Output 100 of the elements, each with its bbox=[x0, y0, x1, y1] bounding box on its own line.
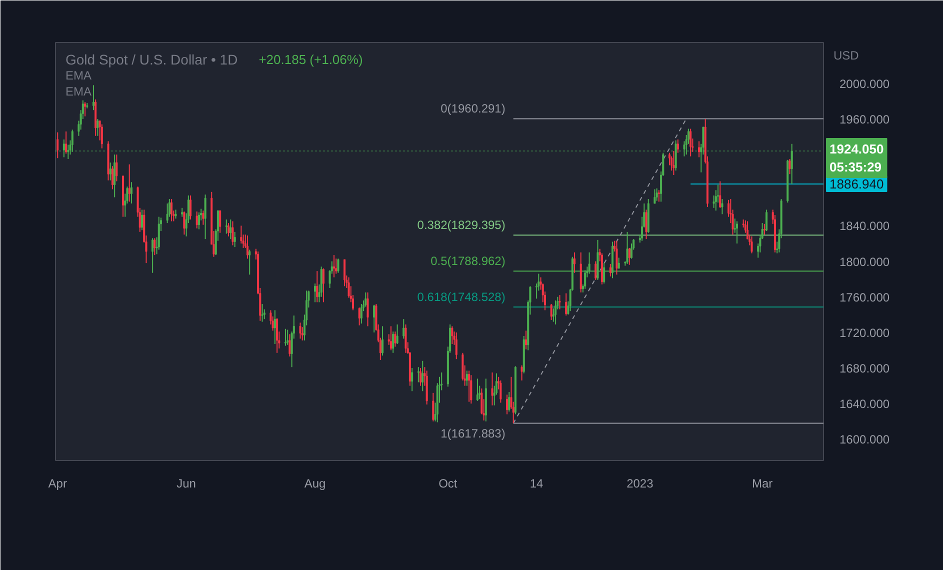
x-tick-label: 2023 bbox=[626, 476, 654, 490]
candlestick bbox=[246, 234, 249, 260]
x-tick-label: Aug bbox=[304, 476, 326, 490]
candlestick bbox=[335, 258, 338, 274]
candlestick bbox=[240, 225, 242, 244]
candlestick bbox=[656, 188, 658, 202]
candlestick bbox=[276, 318, 278, 354]
candlestick bbox=[491, 372, 494, 406]
candlestick bbox=[366, 292, 369, 327]
candlestick bbox=[158, 216, 160, 250]
text: +20.185 (+1.06%) bbox=[258, 52, 363, 67]
candlestick bbox=[394, 331, 396, 348]
x-tick-label: 14 bbox=[530, 476, 544, 490]
candlestick bbox=[96, 118, 99, 136]
series-label: 1886.940 bbox=[830, 176, 884, 192]
x-tick-label: Oct bbox=[438, 476, 458, 490]
candlestick bbox=[476, 378, 478, 402]
annotation: 0.618(1748.528) bbox=[417, 290, 506, 304]
candlestick bbox=[261, 303, 264, 322]
candlestick bbox=[116, 154, 118, 182]
candlestick bbox=[788, 158, 791, 175]
candlestick bbox=[65, 130, 68, 154]
candlestick bbox=[373, 304, 376, 333]
candlestick bbox=[288, 334, 291, 357]
candlestick bbox=[790, 143, 793, 184]
candlestick bbox=[654, 188, 656, 204]
candlestick bbox=[594, 260, 597, 280]
candlestick bbox=[284, 328, 286, 346]
candlestick bbox=[392, 331, 394, 354]
y-tick-label: 1600.000 bbox=[840, 432, 890, 447]
candlestick bbox=[466, 370, 468, 386]
candlestick bbox=[152, 238, 154, 274]
y-axis-title: USD bbox=[834, 48, 860, 62]
candlestick bbox=[183, 210, 186, 236]
candlestick bbox=[524, 330, 528, 350]
x-tick-label: Jun bbox=[176, 476, 196, 490]
candlestick bbox=[232, 220, 234, 246]
candlestick bbox=[92, 84, 94, 111]
candlestick bbox=[228, 222, 230, 237]
candlestick bbox=[645, 209, 648, 240]
candlestick bbox=[114, 154, 116, 198]
y-tick-label: 1800.000 bbox=[840, 254, 890, 269]
candlestick bbox=[322, 268, 324, 303]
y-tick-label: 1640.000 bbox=[840, 397, 890, 412]
candlestick bbox=[196, 210, 198, 229]
candlestick bbox=[628, 247, 630, 266]
y-tick-label: 1680.000 bbox=[840, 362, 890, 376]
candlestick bbox=[658, 190, 660, 202]
candlestick bbox=[170, 198, 173, 222]
candlestick bbox=[402, 318, 405, 340]
candlestick bbox=[565, 292, 568, 316]
candlestick bbox=[128, 164, 130, 202]
annotation: 1(1617.883) bbox=[440, 426, 506, 440]
candlestick bbox=[719, 180, 722, 208]
candlestick bbox=[382, 326, 384, 356]
candlestick bbox=[763, 223, 766, 236]
candlestick bbox=[676, 138, 679, 154]
candlestick bbox=[390, 326, 392, 351]
y-tick-label: 1760.000 bbox=[840, 290, 890, 304]
candlestick bbox=[630, 242, 633, 260]
annotation: 0(1960.291) bbox=[440, 102, 506, 116]
candlestick bbox=[109, 162, 112, 181]
annotation: 0.5(1788.962) bbox=[430, 254, 506, 268]
y-tick-label: 1840.000 bbox=[840, 219, 890, 234]
candlestick bbox=[422, 360, 424, 392]
candlestick bbox=[230, 218, 232, 240]
candlestick bbox=[506, 394, 508, 415]
candlestick bbox=[337, 258, 340, 274]
candlestick bbox=[468, 370, 470, 402]
candlestick bbox=[690, 128, 692, 157]
candlestick bbox=[299, 322, 302, 340]
candlestick bbox=[344, 259, 346, 287]
candlestick bbox=[274, 310, 276, 344]
candlestick bbox=[332, 254, 336, 278]
annotation: EMA bbox=[66, 84, 92, 98]
annotation: 0.382(1829.395) bbox=[417, 218, 506, 232]
x-tick-label: Mar bbox=[752, 476, 773, 490]
candlestick bbox=[364, 292, 367, 308]
candlestick bbox=[721, 198, 724, 215]
candlestick bbox=[432, 392, 434, 422]
candlestick bbox=[558, 294, 561, 310]
candlestick bbox=[626, 231, 628, 264]
candlestick bbox=[420, 368, 422, 386]
candlestick bbox=[219, 210, 222, 234]
candlestick bbox=[140, 209, 144, 231]
candlestick bbox=[154, 238, 156, 256]
candlestick bbox=[411, 368, 414, 392]
candlestick bbox=[360, 303, 362, 324]
annotation: EMA bbox=[66, 68, 92, 82]
candlestick bbox=[204, 194, 206, 240]
candlestick bbox=[314, 283, 316, 303]
candlestick bbox=[470, 374, 472, 404]
candlestick bbox=[286, 329, 289, 346]
candlestick bbox=[766, 209, 768, 232]
candlestick bbox=[190, 194, 192, 220]
candlestick bbox=[202, 210, 204, 226]
candlestick bbox=[130, 182, 132, 204]
candlestick bbox=[508, 392, 510, 412]
candlestick bbox=[736, 220, 738, 244]
candlestick bbox=[750, 236, 753, 254]
